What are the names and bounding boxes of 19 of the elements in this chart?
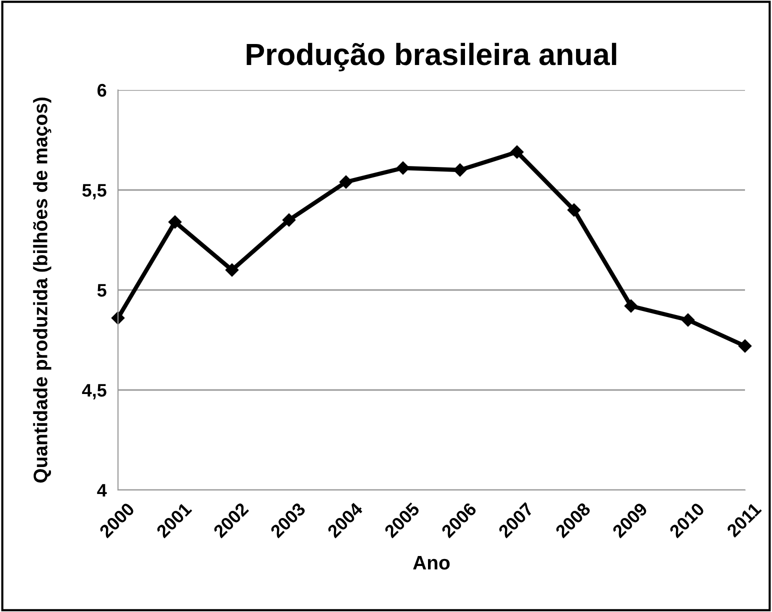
y-tick-label: 6 (98, 84, 106, 97)
y-tick-label: 4,5 (82, 384, 106, 400)
point (567, 203, 581, 217)
y-tick-label: 5 (97, 284, 106, 297)
point (396, 161, 410, 175)
point (282, 213, 296, 227)
chart-title: Produção brasileira anual (246, 42, 616, 72)
point (225, 263, 239, 277)
point (624, 299, 638, 313)
point (168, 215, 182, 229)
y-tick-label: 5,5 (82, 184, 106, 200)
point (339, 175, 353, 189)
point (681, 313, 695, 327)
point (510, 145, 524, 159)
y-tick-label: 4 (97, 484, 107, 497)
point (738, 339, 752, 353)
x-axis-title: Ano (413, 556, 450, 570)
y-axis-title: Quantidade produzida (bilhões de maços) (33, 98, 52, 483)
point (453, 163, 467, 177)
